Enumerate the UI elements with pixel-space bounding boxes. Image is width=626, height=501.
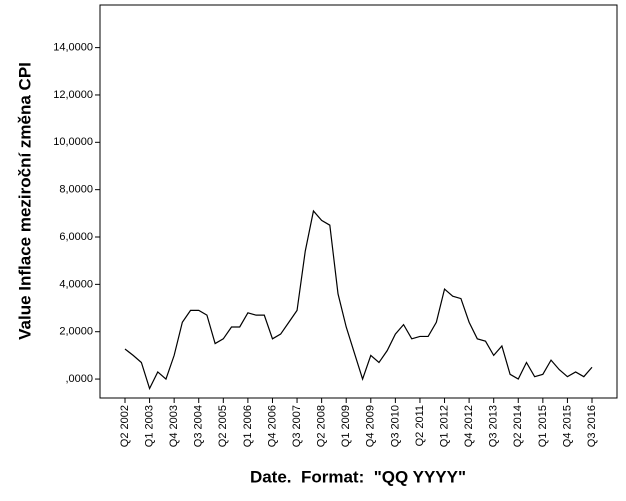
y-tick-label: ,0000 xyxy=(65,373,93,385)
x-tick-label: Q3 2013 xyxy=(488,405,500,447)
y-tick-label: 14,0000 xyxy=(53,42,93,54)
data-line xyxy=(124,209,593,391)
x-tick-label: Q4 2003 xyxy=(168,405,180,447)
x-tick-label: Q2 2011 xyxy=(414,405,426,446)
y-tick-label: 6,0000 xyxy=(59,231,93,243)
x-tick-label: Q4 2006 xyxy=(266,405,278,447)
y-axis-title: Value Inflace meziroční změna CPI xyxy=(15,62,34,340)
x-tick-label: Q3 2010 xyxy=(389,405,401,447)
y-tick-label: 12,0000 xyxy=(53,89,93,101)
x-tick-label: Q2 2014 xyxy=(512,405,524,447)
x-tick-label: Q2 2008 xyxy=(316,405,328,447)
y-tick-label: 8,0000 xyxy=(59,184,93,196)
x-tick-label: Q4 2009 xyxy=(365,405,377,447)
x-tick-label: Q1 2012 xyxy=(438,405,450,447)
x-axis-title: Date. Format: "QQ YYYY" xyxy=(250,467,466,486)
x-tick-label: Q3 2016 xyxy=(586,405,598,447)
x-tick-label: Q3 2004 xyxy=(193,405,205,447)
x-tick-label: Q4 2015 xyxy=(561,405,573,447)
x-tick-label: Q2 2005 xyxy=(217,405,229,447)
y-tick-label: 10,0000 xyxy=(53,136,93,148)
x-tick-label: Q1 2009 xyxy=(340,405,352,447)
x-tick-label: Q1 2003 xyxy=(143,405,155,447)
y-tick-label: 2,0000 xyxy=(59,326,93,338)
x-tick-label: Q1 2015 xyxy=(537,405,549,447)
plot-frame xyxy=(99,4,618,399)
x-tick-label: Q1 2006 xyxy=(242,405,254,447)
y-tick-label: 4,0000 xyxy=(59,278,93,290)
x-tick-label: Q3 2007 xyxy=(291,405,303,447)
x-tick-label: Q4 2012 xyxy=(463,405,475,447)
x-tick-label: Q2 2002 xyxy=(119,405,131,447)
